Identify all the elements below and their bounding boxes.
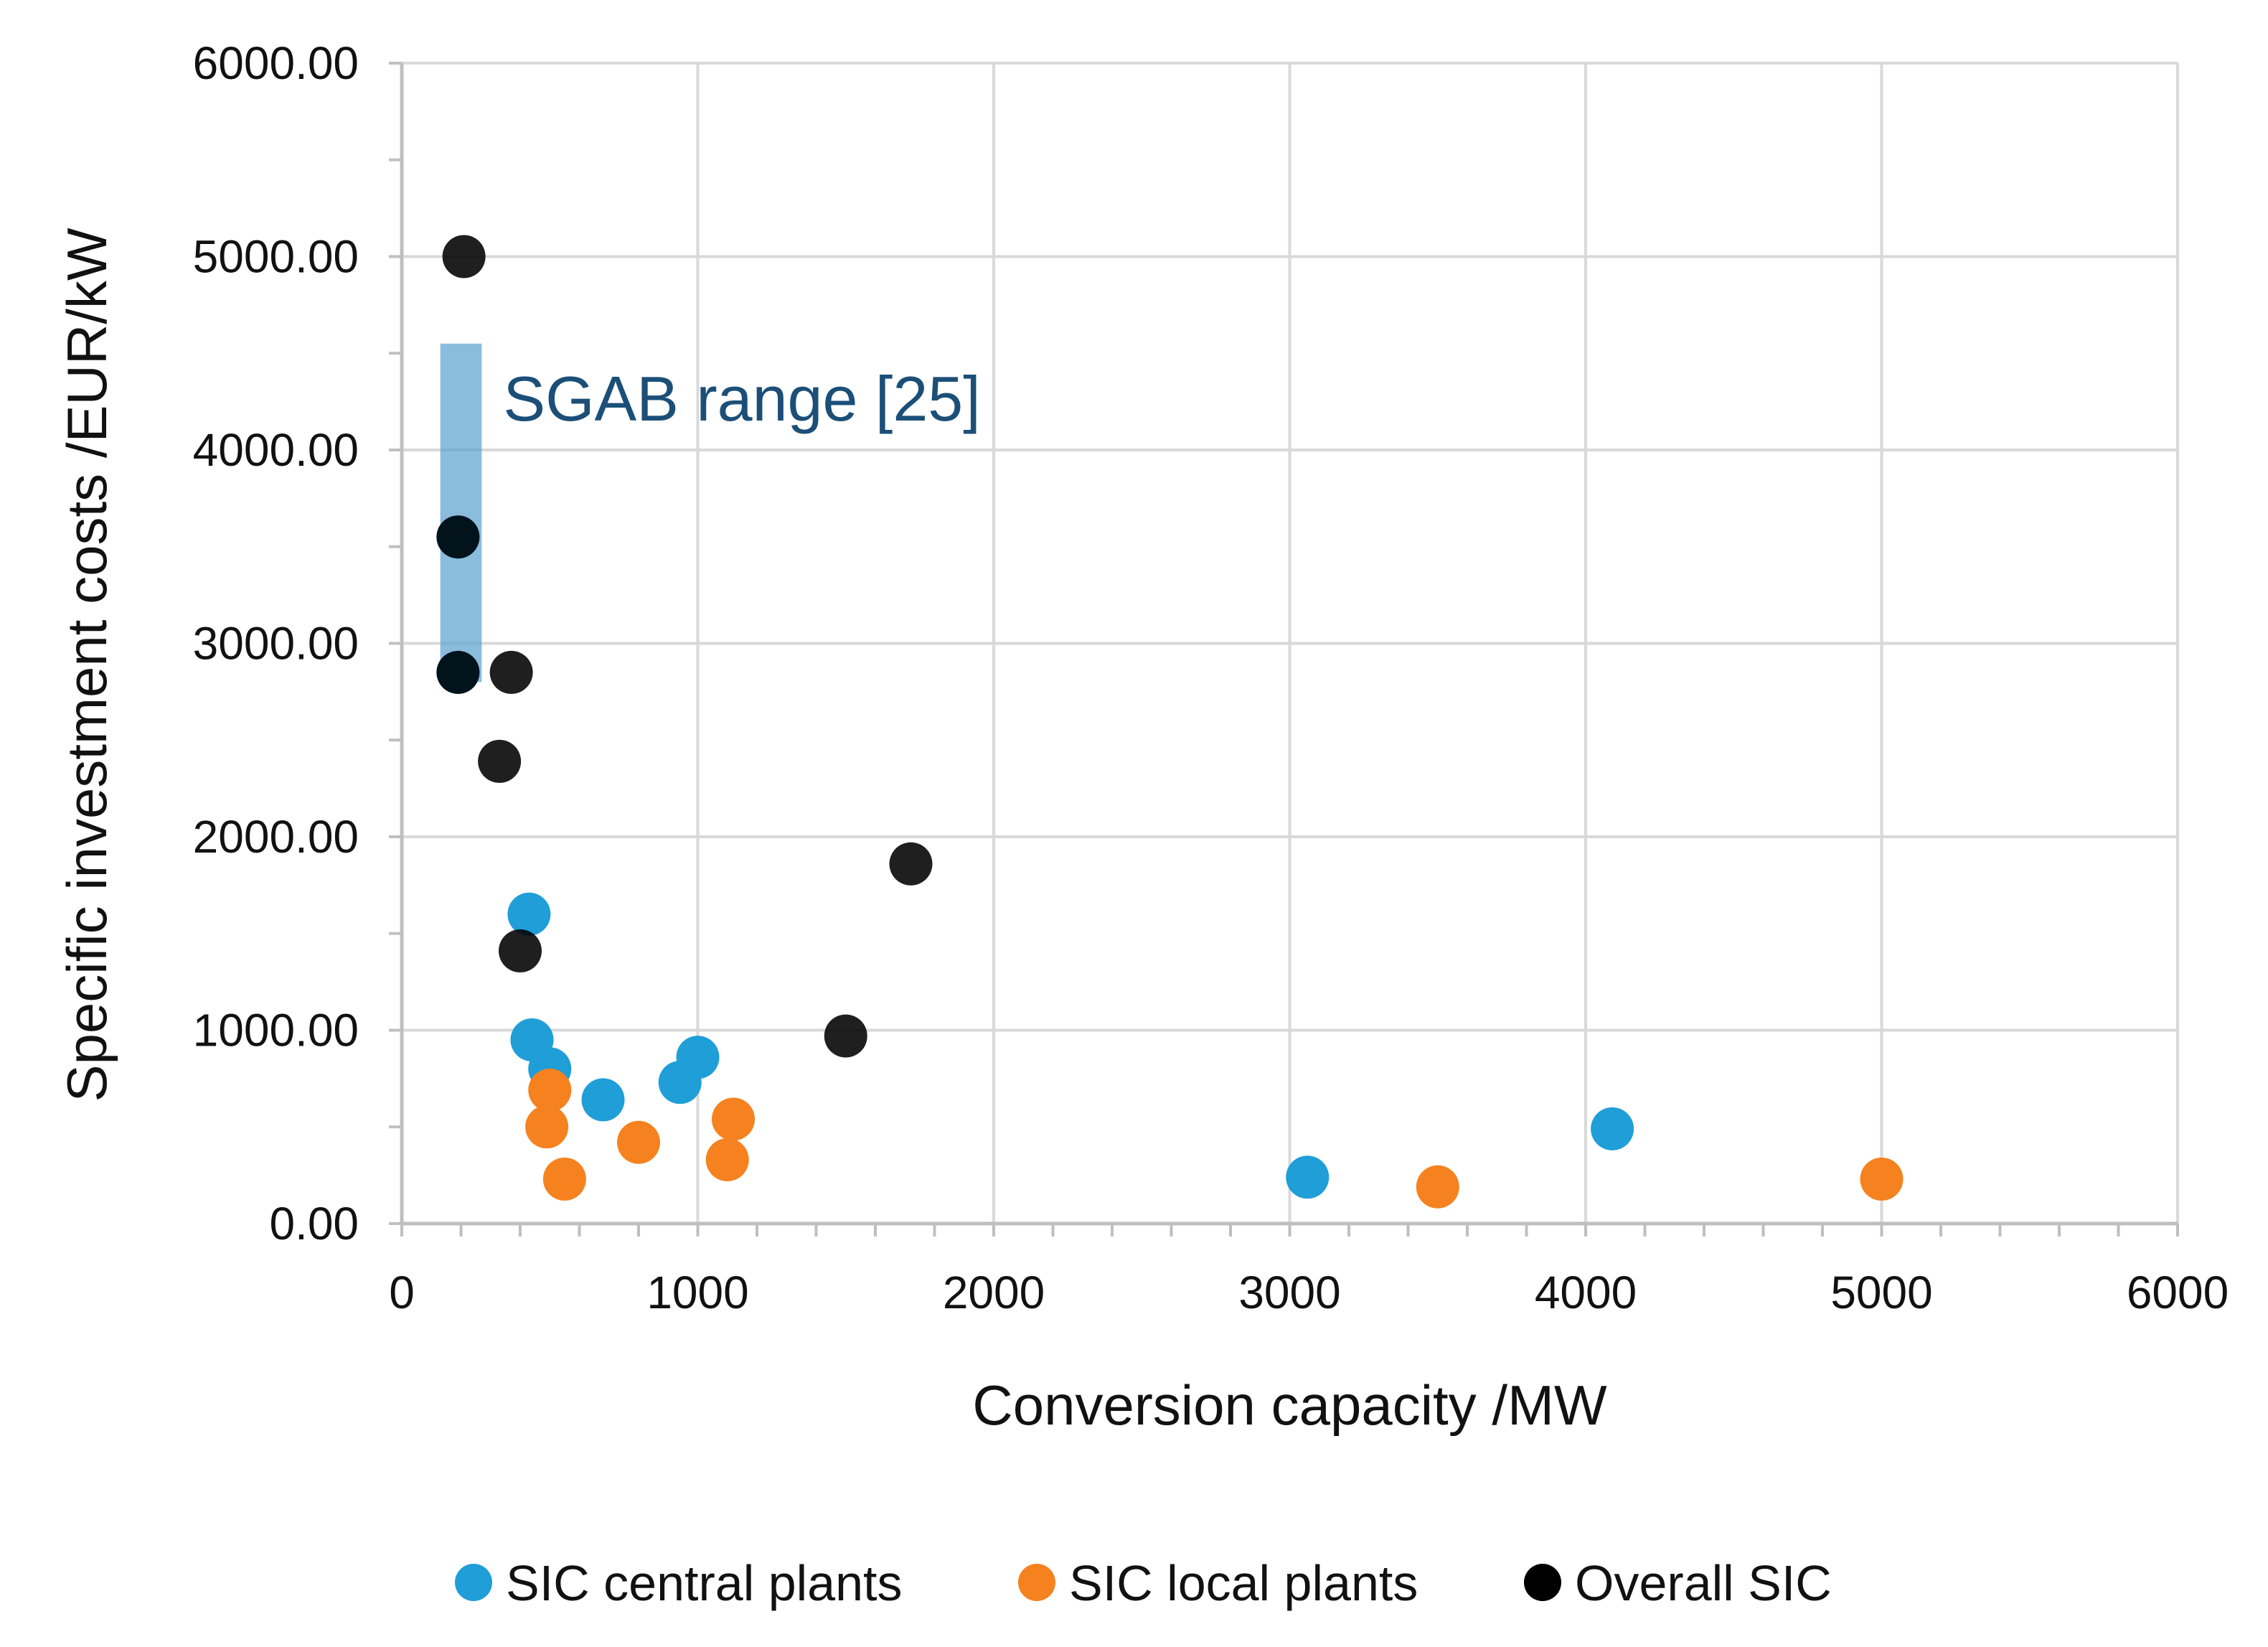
x-tick-label: 4000	[1535, 1267, 1637, 1318]
sgab-range-label: SGAB range [25]	[503, 363, 980, 434]
y-tick-label: 2000.00	[193, 811, 359, 863]
gridlines	[402, 62, 2179, 1224]
annotations: SGAB range [25]	[440, 343, 981, 682]
axes	[389, 62, 2179, 1237]
point-sic-central-plants	[1591, 1107, 1634, 1150]
point-sic-local-plants	[712, 1097, 755, 1141]
point-sic-central-plants	[581, 1078, 625, 1122]
y-tick-label: 5000.00	[193, 231, 359, 283]
y-tick-label: 4000.00	[193, 424, 359, 476]
point-sic-local-plants	[705, 1138, 749, 1182]
y-axis-title: Specific investment costs /EUR/kW	[55, 227, 118, 1102]
legend-marker-sic-local-plants	[1018, 1564, 1055, 1601]
point-sic-local-plants	[528, 1069, 572, 1112]
point-overall-sic	[489, 650, 533, 694]
point-overall-sic	[436, 650, 480, 694]
point-overall-sic	[478, 739, 522, 783]
legend-label-sic-local-plants: SIC local plants	[1069, 1555, 1418, 1611]
y-tick-label: 1000.00	[193, 1005, 359, 1056]
point-sic-local-plants	[1860, 1158, 1904, 1201]
legend-marker-sic-central-plants	[455, 1564, 492, 1601]
y-tick-label: 3000.00	[193, 618, 359, 670]
tick-labels: 0 1000 2000 3000 4000 5000 6000 0.00 1000.00 2000…	[193, 37, 2229, 1318]
point-sic-local-plants	[617, 1120, 660, 1164]
legend-label-sic-central-plants: SIC central plants	[506, 1555, 902, 1611]
legend: SIC central plants SIC local plants Overal…	[455, 1555, 1832, 1611]
x-tick-label: 1000	[646, 1267, 748, 1318]
point-overall-sic	[499, 929, 542, 973]
x-axis-title: Conversion capacity /MW	[972, 1374, 1607, 1437]
x-tick-label: 0	[389, 1267, 415, 1318]
point-overall-sic	[442, 235, 486, 278]
x-tick-label: 2000	[943, 1267, 1045, 1318]
legend-marker-overall-sic	[1524, 1564, 1561, 1601]
legend-label-overall-sic: Overall SIC	[1575, 1555, 1832, 1611]
sgab-range-bar	[440, 343, 482, 682]
x-tick-label: 3000	[1238, 1267, 1340, 1318]
point-sic-local-plants	[1416, 1165, 1459, 1209]
point-overall-sic	[824, 1014, 867, 1058]
point-sic-central-plants	[507, 892, 551, 936]
point-sic-local-plants	[525, 1105, 569, 1149]
y-tick-label: 0.00	[269, 1198, 359, 1249]
x-tick-label: 6000	[2127, 1267, 2229, 1318]
data-points	[436, 235, 1904, 1209]
point-sic-local-plants	[542, 1158, 586, 1201]
point-sic-central-plants	[676, 1036, 720, 1079]
point-overall-sic	[889, 842, 933, 886]
point-overall-sic	[436, 515, 480, 559]
y-tick-label: 6000.00	[193, 37, 359, 89]
x-tick-label: 5000	[1830, 1267, 1932, 1318]
point-sic-central-plants	[1286, 1155, 1330, 1199]
